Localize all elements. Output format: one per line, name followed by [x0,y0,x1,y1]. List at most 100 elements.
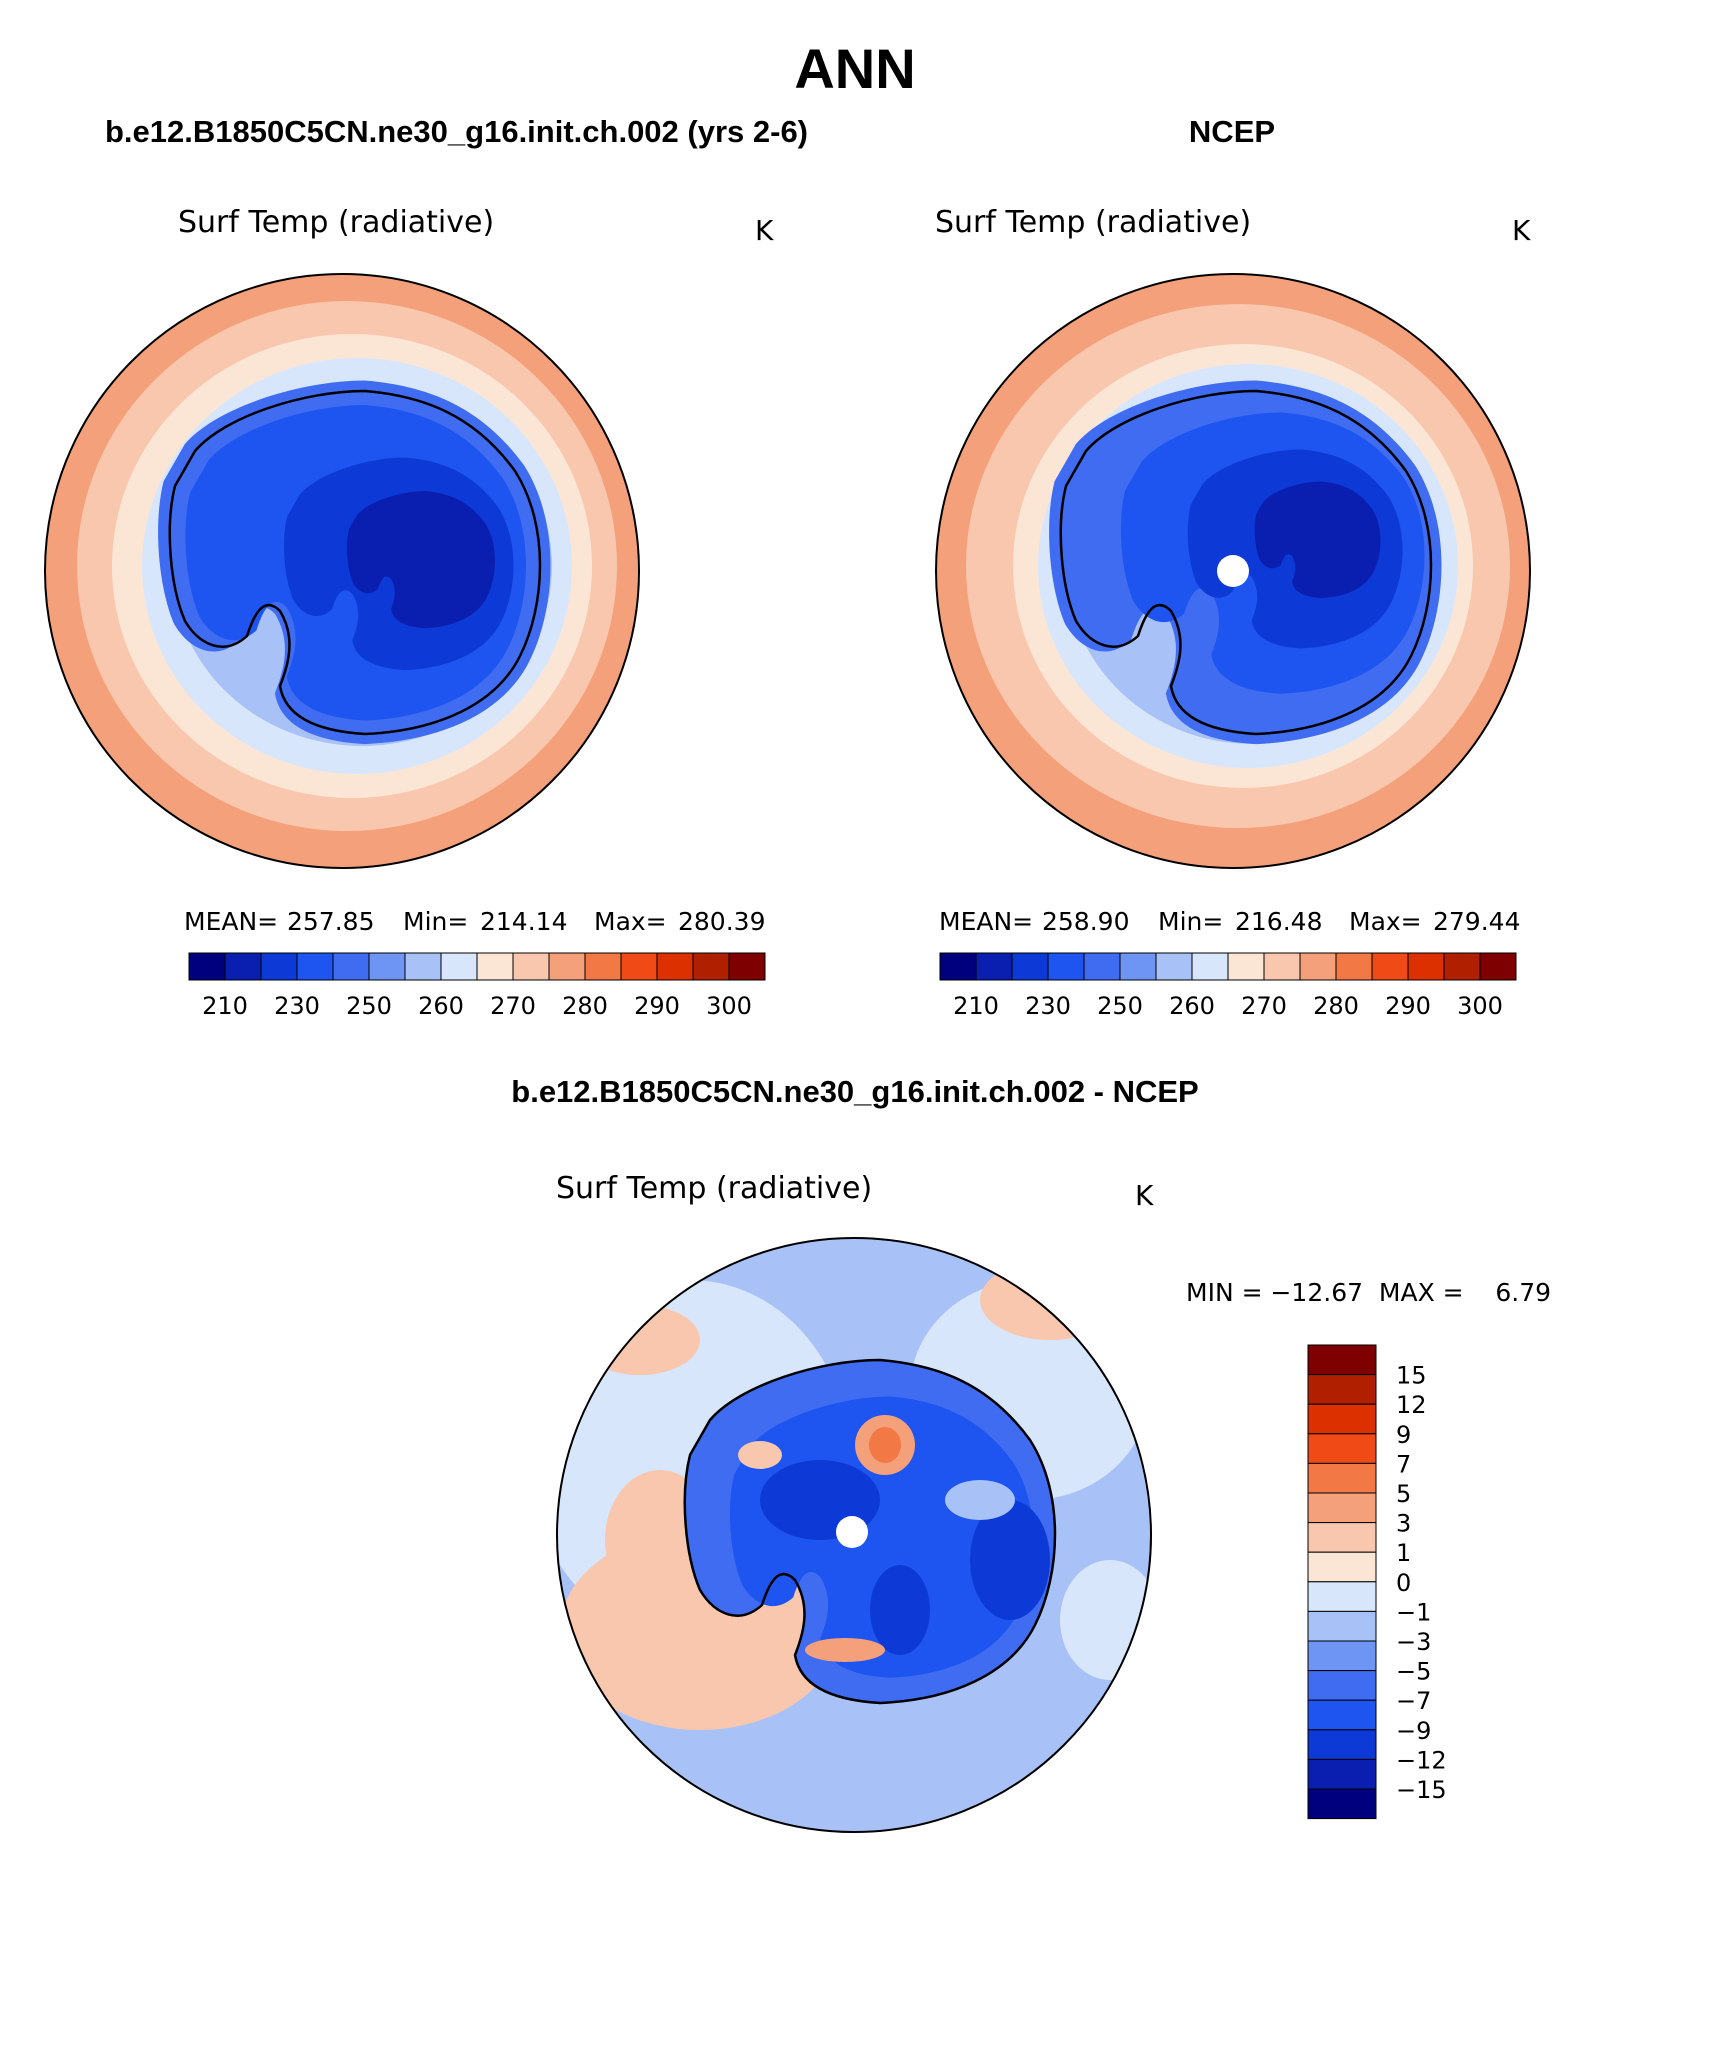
colorbar-swatch [1083,952,1121,981]
colorbar-swatch [1307,1403,1377,1435]
colorbar-tick-label: −15 [1396,1776,1447,1804]
panel-difference: b.e12.B1850C5CN.ne30_g16.init.ch.002 - N… [511,1074,1551,1833]
colorbar-swatch [584,952,622,981]
colorbar-tick-label: 12 [1396,1391,1427,1419]
colorbar-swatch [1307,1433,1377,1464]
colorbar-swatch [656,952,694,981]
polar-map-model [45,274,639,868]
colorbar-tick-label: 210 [953,992,999,1020]
max-value: 280.39 [678,907,765,936]
colorbar-swatch [1047,952,1085,981]
colorbar-tick-label: 290 [634,992,680,1020]
colorbar-swatch [296,952,334,981]
colorbar-swatch [368,952,406,981]
minmax-text: MIN = −12.67 MAX = 6.79 [1186,1278,1551,1307]
colorbar-tick-label: 290 [1385,992,1431,1020]
colorbar-swatch [224,952,262,981]
units-label-model: K [755,214,774,247]
colorbar-swatch [512,952,550,981]
colorbar-tick-label: −3 [1396,1628,1431,1656]
mean-value: 258.90 [1042,907,1129,936]
colorbar-swatch [1307,1374,1377,1405]
colorbar-tick-label: 300 [1457,992,1503,1020]
colorbar-swatch [1155,952,1193,981]
colorbar-swatch [1307,1670,1377,1701]
colorbar-swatch [975,952,1013,981]
units-label-obs: K [1512,214,1531,247]
colorbar-swatch [1307,1581,1377,1612]
colorbar-tick-label: 300 [706,992,752,1020]
colorbar-tick-label: 250 [346,992,392,1020]
colorbar-swatch [620,952,658,981]
colorbar-tick-label: 230 [274,992,320,1020]
min-label: Min= [1158,907,1223,936]
min-value: 216.48 [1235,907,1322,936]
colorbar-swatch [1307,1788,1377,1820]
colorbar-swatch [939,952,977,981]
variable-label-diff: Surf Temp (radiative) [556,1171,872,1206]
colorbar-tick-label: 7 [1396,1450,1411,1478]
min-value: 214.14 [480,907,567,936]
colorbar-swatch [404,952,442,981]
colorbar-swatch [1191,952,1229,981]
colorbar-swatch [1119,952,1157,981]
colorbar-swatch [1307,1610,1377,1642]
colorbar-swatch [692,952,730,981]
colorbar-swatch [1335,952,1373,981]
map-boundary-model [44,273,640,869]
colorbar-tick-label: −5 [1396,1658,1431,1686]
stats-model: MEAN= 257.85 Min= 214.14 Max= 280.39 [184,907,765,936]
polar-map-difference [557,1238,1151,1832]
colorbar-swatch [1227,952,1265,981]
colorbar-tick-label: 260 [418,992,464,1020]
colorbar-swatch [1307,1522,1377,1553]
colorbar-tick-label: 3 [1396,1510,1411,1538]
colorbar-swatch [440,952,478,981]
colorbar-obs: 210 230 250 260 270 280 290 300 [939,952,1517,1020]
colorbar-tick-label: 210 [202,992,248,1020]
colorbar-swatch [188,952,226,981]
panel-obs: NCEP Surf Temp (radiative) K MEAN= 258.9… [935,114,1531,1020]
stats-obs: MEAN= 258.90 Min= 216.48 Max= 279.44 [939,907,1520,936]
colorbar-swatch [1307,1758,1377,1790]
colorbar-swatch [728,952,766,981]
difference-title: b.e12.B1850C5CN.ne30_g16.init.ch.002 - N… [511,1074,1198,1109]
colorbar-tick-label: −12 [1396,1746,1447,1774]
colorbar-tick-label: 15 [1396,1362,1427,1390]
colorbar-tick-label: −9 [1396,1717,1431,1745]
colorbar-tick-label: 280 [562,992,608,1020]
mean-label: MEAN= [184,907,278,936]
colorbar-tick-label: 1 [1396,1539,1411,1567]
colorbar-swatch [1307,1729,1377,1760]
colorbar-swatch [1307,1492,1377,1524]
colorbar-tick-label: 260 [1169,992,1215,1020]
panel-header-obs: NCEP [1189,114,1275,149]
colorbar-swatch [1299,952,1337,981]
colorbar-swatch [1307,1344,1377,1376]
colorbar-swatch [1371,952,1409,981]
colorbar-tick-label: 250 [1097,992,1143,1020]
panel-header-model: b.e12.B1850C5CN.ne30_g16.init.ch.002 (yr… [105,114,808,149]
colorbar-model: 210 230 250 260 270 280 290 300 [188,952,766,1020]
colorbar-tick-label: 270 [490,992,536,1020]
map-boundary-difference [556,1237,1152,1833]
polar-map-obs [936,274,1530,868]
colorbar-swatch [332,952,370,981]
figure-title: ANN [794,37,915,100]
colorbar-swatch [1307,1699,1377,1731]
map-boundary-obs [935,273,1531,869]
max-label: Max= [594,907,667,936]
colorbar-swatch [1011,952,1049,981]
variable-label-model: Surf Temp (radiative) [178,205,494,240]
colorbar-swatch [260,952,298,981]
colorbar-tick-label: −1 [1396,1598,1431,1626]
colorbar-tick-label: 9 [1396,1421,1411,1449]
colorbar-tick-label: 280 [1313,992,1359,1020]
panel-model: b.e12.B1850C5CN.ne30_g16.init.ch.002 (yr… [44,114,808,1020]
colorbar-swatch [1263,952,1301,981]
units-label-diff: K [1135,1179,1154,1212]
max-value: 279.44 [1433,907,1520,936]
max-label: Max= [1349,907,1422,936]
colorbar-swatch [1307,1551,1377,1583]
